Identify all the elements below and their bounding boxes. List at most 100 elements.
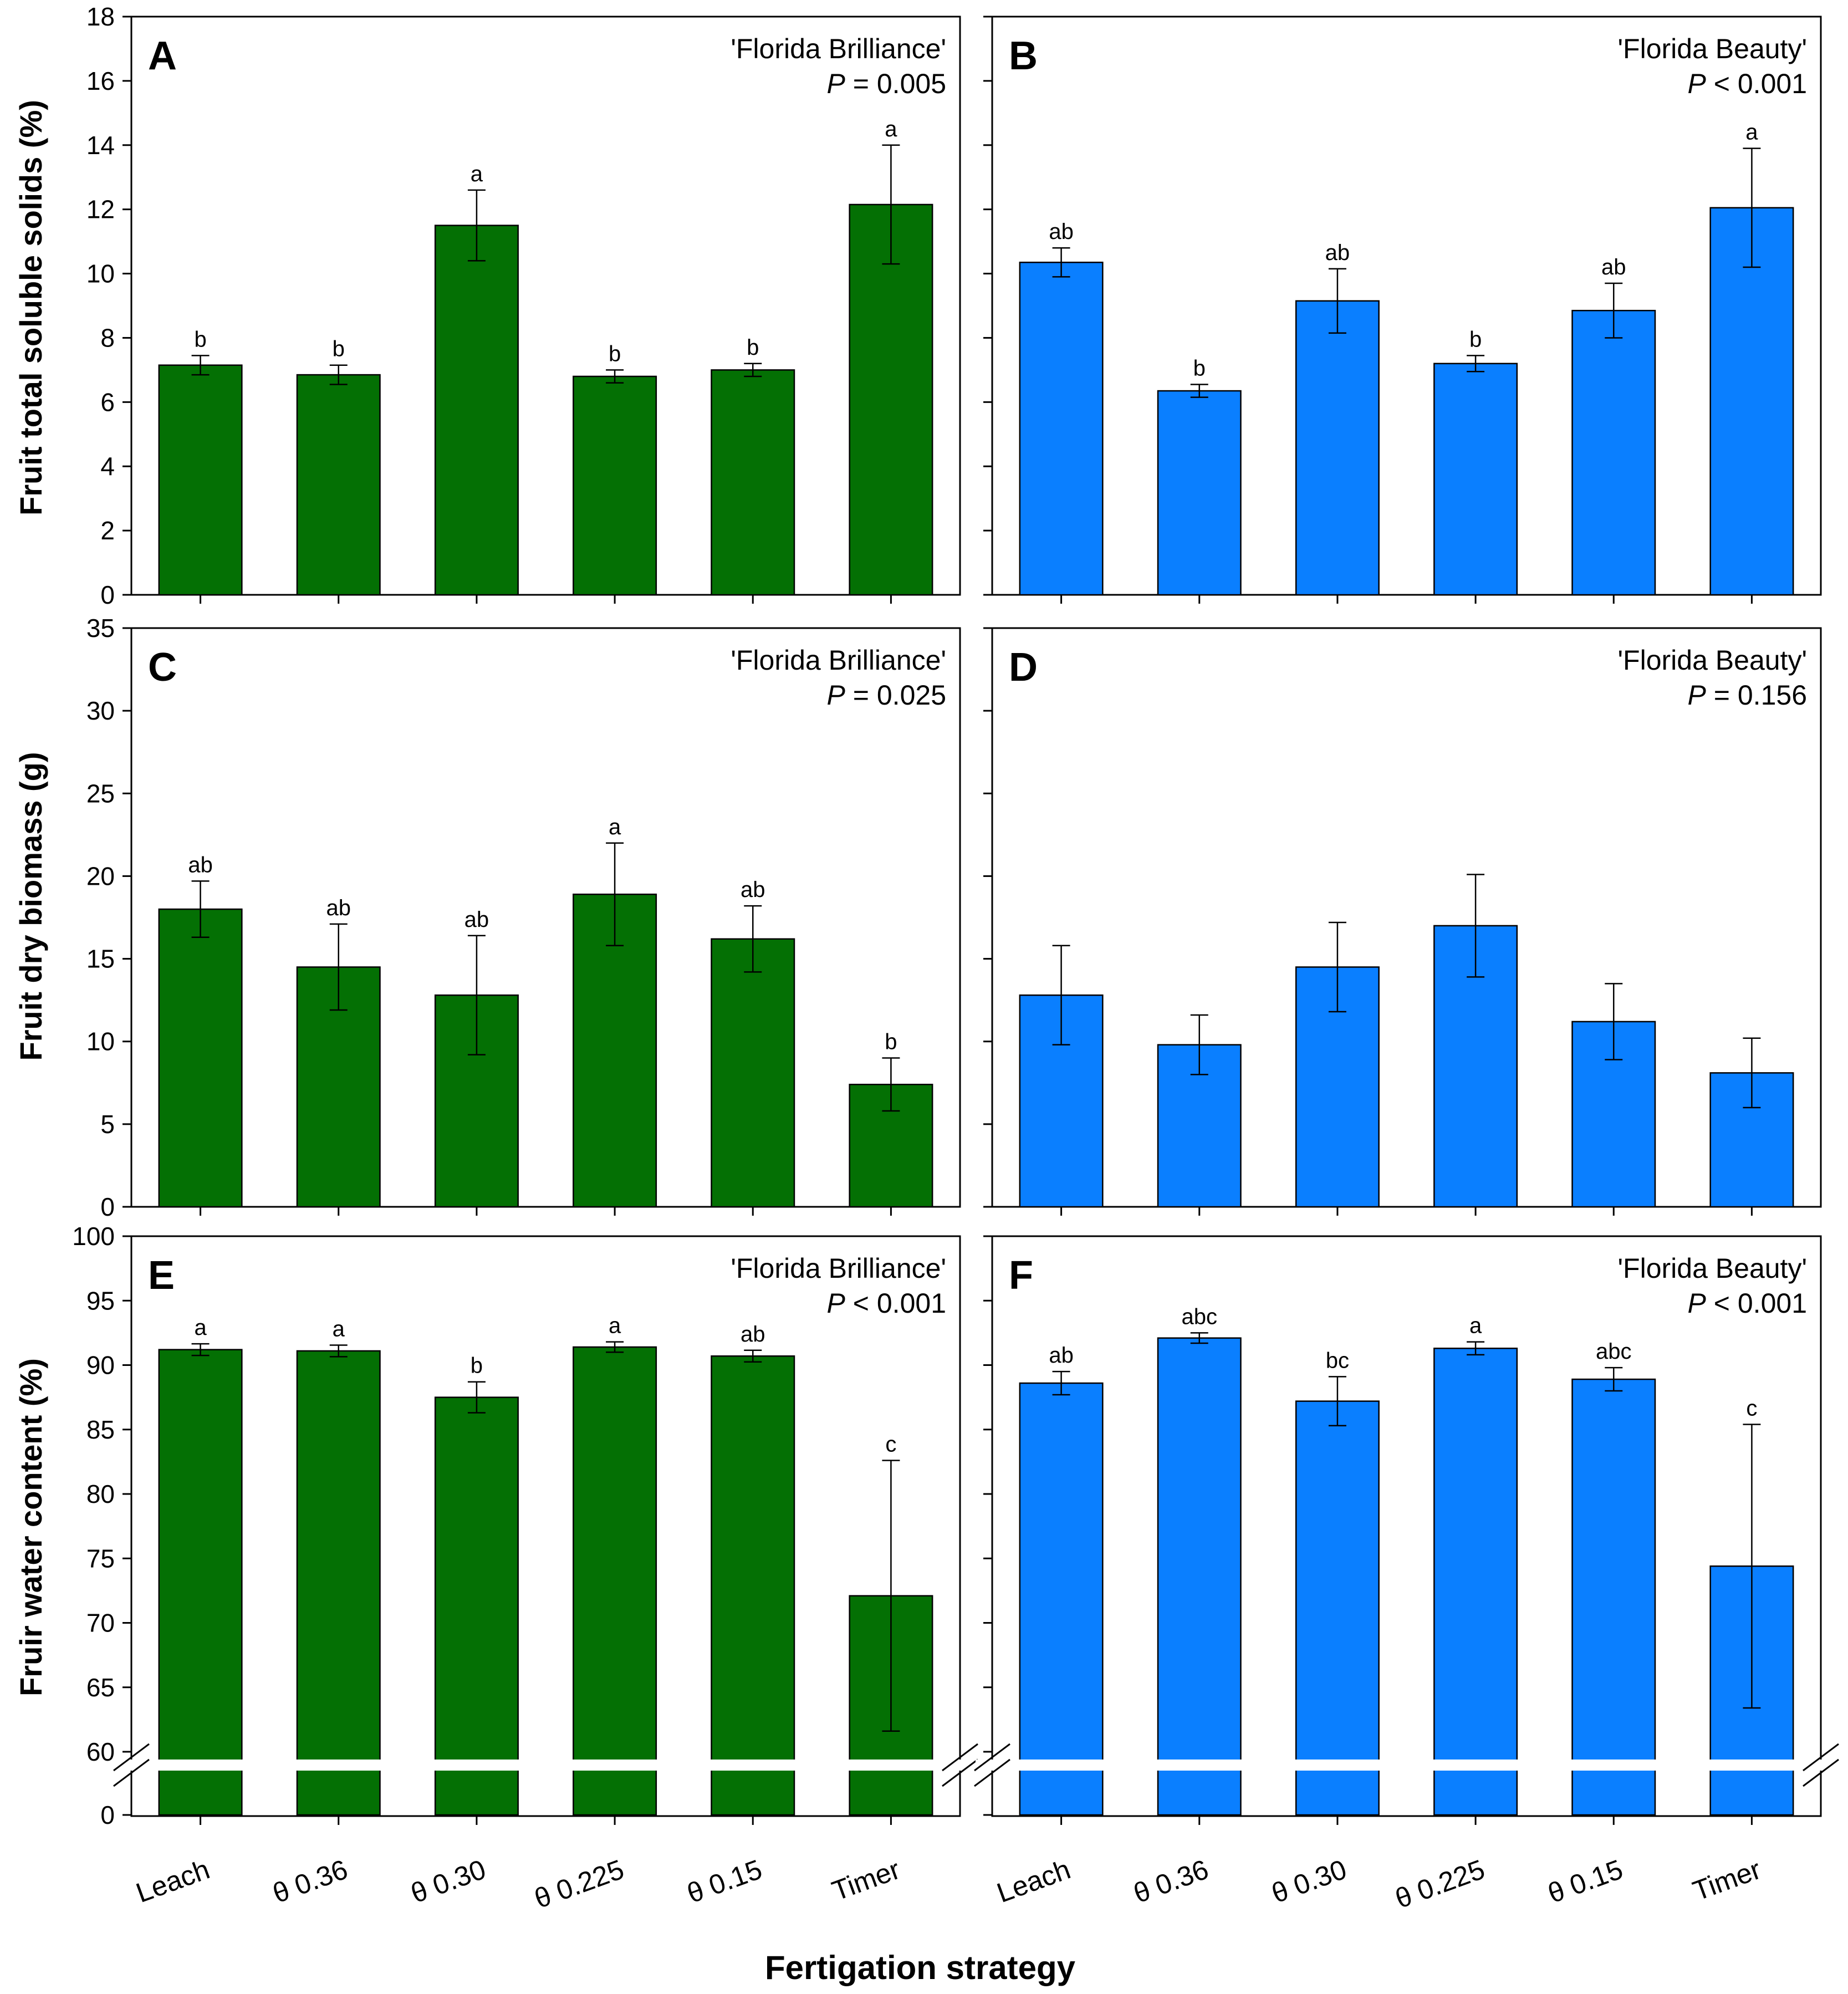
p-value: P < 0.001 xyxy=(1688,68,1807,99)
significance-letter: ab xyxy=(1049,220,1074,244)
x-category-label: θ 0.30 xyxy=(407,1854,490,1909)
cultivar-title: 'Florida Brilliance' xyxy=(731,1253,946,1284)
y-tick-label: 100 xyxy=(72,1222,115,1251)
y-tick-label: 0 xyxy=(100,1192,115,1221)
y-tick-label: 5 xyxy=(100,1110,115,1139)
y-tick-label: 95 xyxy=(86,1286,115,1315)
p-value: P < 0.001 xyxy=(827,1288,946,1319)
bar xyxy=(573,1346,657,1816)
panel-frame xyxy=(130,16,961,596)
x-category-label: θ 0.225 xyxy=(530,1854,628,1915)
significance-letter: ab xyxy=(326,896,351,920)
bar xyxy=(296,374,381,596)
bar xyxy=(1019,262,1104,596)
x-category-label: θ 0.15 xyxy=(1544,1854,1627,1909)
y-tick-label: 14 xyxy=(86,131,115,160)
axis-break-mark xyxy=(1803,1743,1839,1772)
x-category-label: θ 0.225 xyxy=(1391,1854,1489,1915)
cultivar-title: 'Florida Beauty' xyxy=(1618,645,1807,676)
y-tick-label: 10 xyxy=(86,1027,115,1056)
significance-letter: a xyxy=(885,117,897,141)
p-value: P = 0.025 xyxy=(827,680,946,711)
axis-break-mark xyxy=(942,1758,978,1787)
axis-break-mark xyxy=(974,1758,1010,1787)
bar xyxy=(849,203,933,596)
y-tick-label: 60 xyxy=(86,1737,115,1766)
significance-letter: ab xyxy=(1049,1343,1074,1368)
axis-break-gap-right xyxy=(959,1760,977,1771)
y-tick-label: 25 xyxy=(86,779,115,808)
y-tick-label: 4 xyxy=(100,452,115,481)
y-tick-label: 2 xyxy=(100,516,115,545)
cultivar-title: 'Florida Beauty' xyxy=(1618,1253,1807,1284)
cultivar-title: 'Florida Beauty' xyxy=(1618,33,1807,64)
axis-break-mark xyxy=(1803,1758,1839,1787)
bar xyxy=(158,364,243,596)
panel-b: ab b ab b ab a B 'Florida Beauty' P < 0.001 xyxy=(983,16,1822,604)
y-tick-label: 6 xyxy=(100,387,115,416)
bar xyxy=(1571,1378,1656,1816)
bar xyxy=(1295,1400,1380,1816)
bar xyxy=(1157,390,1242,596)
axis-break-gap-right xyxy=(1820,1760,1837,1771)
panel-label: D xyxy=(1009,645,1038,690)
axis-break-band xyxy=(132,1760,959,1771)
x-category-label: θ 0.15 xyxy=(683,1854,766,1909)
cultivar-title: 'Florida Brilliance' xyxy=(731,645,946,676)
significance-letter: ab xyxy=(464,907,489,932)
p-value: P < 0.001 xyxy=(1688,1288,1807,1319)
x-category-label: Timer xyxy=(1689,1854,1765,1907)
significance-letter: a xyxy=(333,1317,345,1341)
significance-letter: bc xyxy=(1326,1348,1349,1373)
axis-break-mark xyxy=(974,1743,1010,1772)
significance-letter: b xyxy=(194,327,206,351)
y-tick-label: 0 xyxy=(100,1801,115,1829)
significance-letter: b xyxy=(1469,327,1482,351)
p-value-symbol: P xyxy=(1688,68,1707,99)
bar xyxy=(434,225,519,596)
row-ylabels: Fruit total soluble solids (%) Fruit dry… xyxy=(13,100,48,1696)
panel-e: 60 65 70 75 80 85 90 95 100 0 a Leach a θ 0.36 b θ 0.30… xyxy=(72,1222,978,1914)
significance-letter: ab xyxy=(188,853,213,877)
significance-letter: a xyxy=(1469,1314,1482,1338)
significance-letter: c xyxy=(1746,1396,1757,1420)
x-category-label: Timer xyxy=(828,1854,904,1907)
significance-letter: b xyxy=(471,1354,483,1378)
y-tick-label: 18 xyxy=(86,2,115,31)
p-value-text: < 0.001 xyxy=(1706,1288,1807,1319)
y-tick-label: 90 xyxy=(86,1351,115,1380)
significance-letter: b xyxy=(1193,356,1206,380)
y-tick-label: 8 xyxy=(100,323,115,352)
p-value-symbol: P xyxy=(827,1288,846,1319)
p-value-text: < 0.001 xyxy=(1706,68,1807,99)
p-value-text: < 0.001 xyxy=(845,1288,946,1319)
panel-f: ab Leach abc θ 0.36 bc θ 0.30 a θ 0.225 abc θ 0.1… xyxy=(974,1235,1839,1915)
p-value-text: = 0.156 xyxy=(1706,680,1807,711)
panel-label: E xyxy=(148,1253,175,1298)
p-value-text: = 0.005 xyxy=(845,68,946,99)
p-value-symbol: P xyxy=(827,68,846,99)
cultivar-title: 'Florida Brilliance' xyxy=(731,33,946,64)
y-tick-label: 85 xyxy=(86,1415,115,1444)
p-value-symbol: P xyxy=(1688,680,1707,711)
significance-letter: ab xyxy=(741,1322,765,1347)
bar xyxy=(1571,309,1656,596)
bar xyxy=(711,1355,795,1816)
bar xyxy=(1433,1348,1518,1816)
significance-letter: ab xyxy=(1325,241,1350,265)
bar xyxy=(158,1349,243,1816)
significance-letter: c xyxy=(885,1432,896,1457)
axis-break-mark xyxy=(113,1758,150,1787)
y-tick-label: 15 xyxy=(86,945,115,973)
panel-a: 0 2 4 6 8 10 12 14 16 18 b b a b b a A 'Florida Brillianc… xyxy=(86,2,961,609)
panel-label: B xyxy=(1009,34,1038,78)
bar xyxy=(296,1350,381,1816)
bar xyxy=(1019,1382,1104,1816)
significance-letter: b xyxy=(885,1030,897,1054)
panel-label: A xyxy=(148,34,177,78)
y-tick-label: 30 xyxy=(86,696,115,725)
significance-letter: abc xyxy=(1596,1339,1632,1364)
x-category-label: θ 0.36 xyxy=(1130,1854,1213,1909)
significance-letter: abc xyxy=(1182,1304,1218,1329)
